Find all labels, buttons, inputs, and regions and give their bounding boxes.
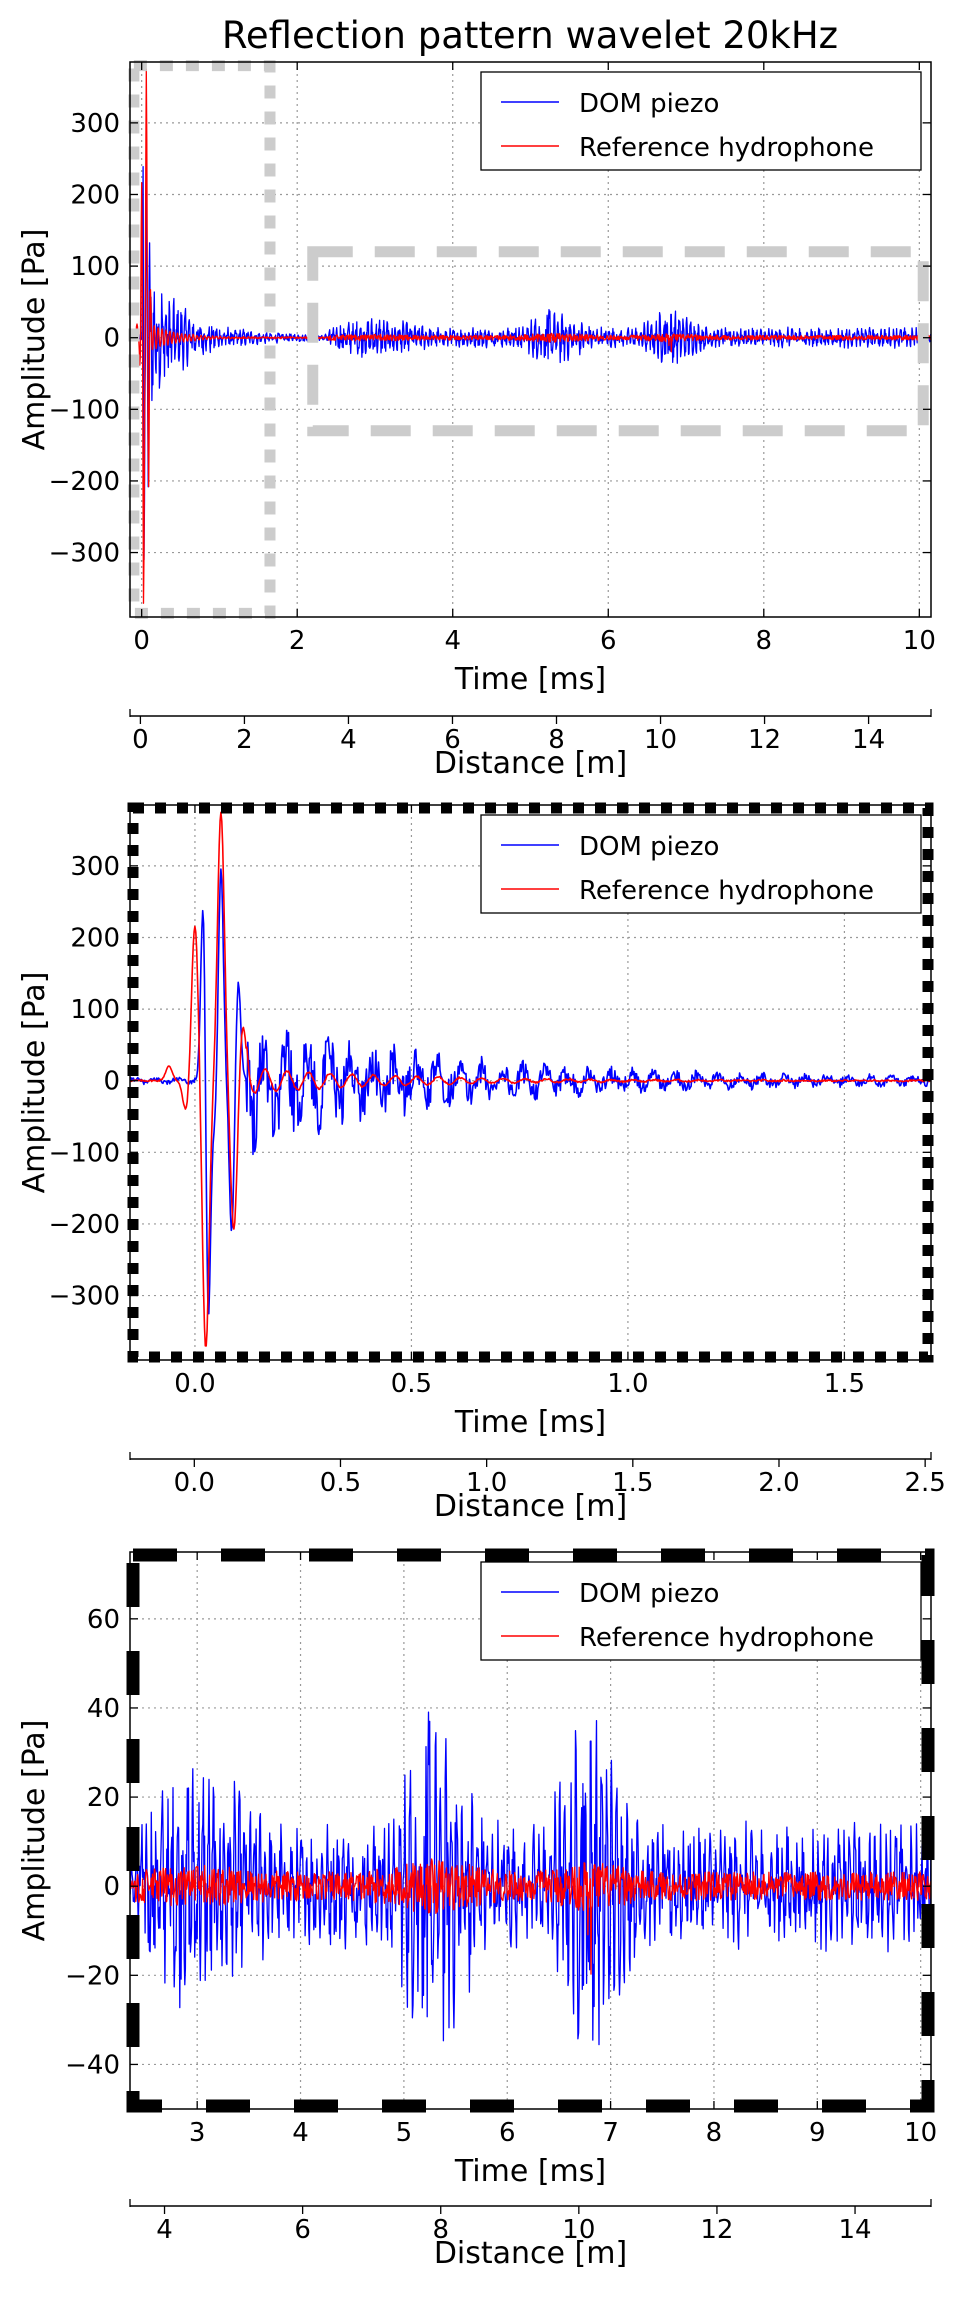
distance-axis-label: Distance [m] [434, 2236, 627, 2271]
axes-frame [129, 1551, 932, 2110]
distance-tick-label: 10 [562, 2215, 595, 2245]
legend-box [480, 814, 922, 914]
x-tick-label: 0.5 [391, 1369, 432, 1399]
legend: DOM piezo Reference hydrophone [480, 814, 922, 914]
reflection-zoom-panel: 3 4 5 6 7 8 9 10 −40 −20 0 20 40 60 Time [ms] Amplitude… [17, 1548, 937, 2271]
x-tick-label: 0.0 [174, 1369, 215, 1399]
x-axis-label: Time [ms] [454, 1405, 606, 1440]
dom-piezo-line [130, 868, 931, 1315]
y-tick-label: 300 [70, 109, 120, 139]
x-axis-label: Time [ms] [454, 2154, 606, 2189]
legend-label: Reference hydrophone [579, 1623, 874, 1653]
legend-label: Reference hydrophone [579, 133, 874, 163]
distance-tick-label: 14 [838, 2215, 871, 2245]
legend-label: DOM piezo [579, 832, 719, 862]
x-tick-label: 6 [499, 2118, 516, 2148]
x-tick-label: 4 [444, 626, 461, 656]
reference-hydrophone-line [130, 1858, 931, 1975]
figure-title: Reflection pattern wavelet 20kHz [222, 14, 838, 57]
distance-tick-label: 0.0 [174, 1468, 215, 1498]
distance-tick-label: 0 [132, 725, 149, 755]
legend-label: Reference hydrophone [579, 876, 874, 906]
x-tick-label: 1.5 [824, 1369, 865, 1399]
legend: DOM piezo Reference hydrophone [480, 71, 922, 171]
x-axis-label: Time [ms] [454, 662, 606, 697]
distance-tick-label: 12 [700, 2215, 733, 2245]
legend: DOM piezo Reference hydrophone [480, 1561, 922, 1661]
y-tick-label: 20 [87, 1783, 120, 1813]
x-tick-label: 3 [189, 2118, 206, 2148]
x-tick-label: 7 [602, 2118, 619, 2148]
distance-tick-label: 8 [548, 725, 565, 755]
y-tick-label: −200 [49, 1210, 120, 1240]
y-tick-label: 0 [103, 1067, 120, 1097]
y-tick-label: 200 [70, 180, 120, 210]
zoom-frame [127, 802, 934, 1363]
axes-frame [129, 61, 932, 618]
zoom-frame [126, 1548, 935, 2113]
x-tick-label: 6 [600, 626, 617, 656]
x-tick-label: 8 [756, 626, 773, 656]
x-tick-label: 9 [809, 2118, 826, 2148]
y-axis-label: Amplitude [Pa] [17, 229, 52, 451]
distance-tick-label: 12 [748, 725, 781, 755]
x-tick-label: 8 [706, 2118, 723, 2148]
distance-tick-label: 2.5 [904, 1468, 945, 1498]
reference-hydrophone-line [130, 811, 931, 1347]
distance-tick-label: 1.0 [466, 1468, 507, 1498]
y-tick-label: −300 [49, 1282, 120, 1312]
y-tick-label: 300 [70, 852, 120, 882]
distance-tick-label: 14 [852, 725, 885, 755]
y-axis-label: Amplitude [Pa] [17, 972, 52, 1194]
distance-tick-label: 10 [644, 725, 677, 755]
y-axis-label: Amplitude [Pa] [17, 1720, 52, 1942]
y-tick-label: 40 [87, 1694, 120, 1724]
y-tick-label: 0 [103, 1872, 120, 1902]
legend-box [480, 1561, 922, 1661]
x-tick-label: 0 [133, 626, 150, 656]
distance-tick-label: 0.5 [320, 1468, 361, 1498]
x-tick-label: 2 [289, 626, 306, 656]
distance-tick-label: 4 [156, 2215, 173, 2245]
distance-tick-label: 2.0 [758, 1468, 799, 1498]
y-tick-label: −100 [49, 395, 120, 425]
y-tick-label: −20 [65, 1961, 120, 1991]
x-tick-label: 1.0 [607, 1369, 648, 1399]
y-tick-label: 100 [70, 252, 120, 282]
distance-axis-label: Distance [m] [434, 746, 627, 781]
dom-piezo-line [130, 125, 931, 561]
x-tick-label: 10 [904, 2118, 937, 2148]
y-tick-label: −200 [49, 467, 120, 497]
pulse-zoom-box [128, 60, 276, 619]
distance-tick-label: 1.5 [612, 1468, 653, 1498]
x-tick-label: 10 [903, 626, 936, 656]
reflection-zoom-box [307, 246, 929, 437]
legend-box [480, 71, 922, 171]
distance-tick-label: 2 [236, 725, 253, 755]
reference-hydrophone-line [130, 68, 931, 604]
y-tick-label: 60 [87, 1605, 120, 1635]
distance-tick-label: 6 [444, 725, 461, 755]
axes-frame [129, 804, 932, 1361]
legend-label: DOM piezo [579, 89, 719, 119]
x-tick-label: 4 [292, 2118, 309, 2148]
y-tick-label: −100 [49, 1138, 120, 1168]
pulse-zoom-panel: 0.0 0.5 1.0 1.5 −300 −200 −100 0 100 200 300 Time [… [17, 802, 946, 1524]
y-tick-label: 0 [103, 324, 120, 354]
distance-axis-label: Distance [m] [434, 1489, 627, 1524]
distance-tick-label: 8 [432, 2215, 449, 2245]
distance-tick-label: 6 [294, 2215, 311, 2245]
y-tick-label: 200 [70, 923, 120, 953]
y-tick-label: 100 [70, 995, 120, 1025]
x-tick-label: 5 [396, 2118, 413, 2148]
y-tick-label: −300 [49, 539, 120, 569]
legend-label: DOM piezo [579, 1579, 719, 1609]
distance-tick-label: 4 [340, 725, 357, 755]
y-tick-label: −40 [65, 2050, 120, 2080]
